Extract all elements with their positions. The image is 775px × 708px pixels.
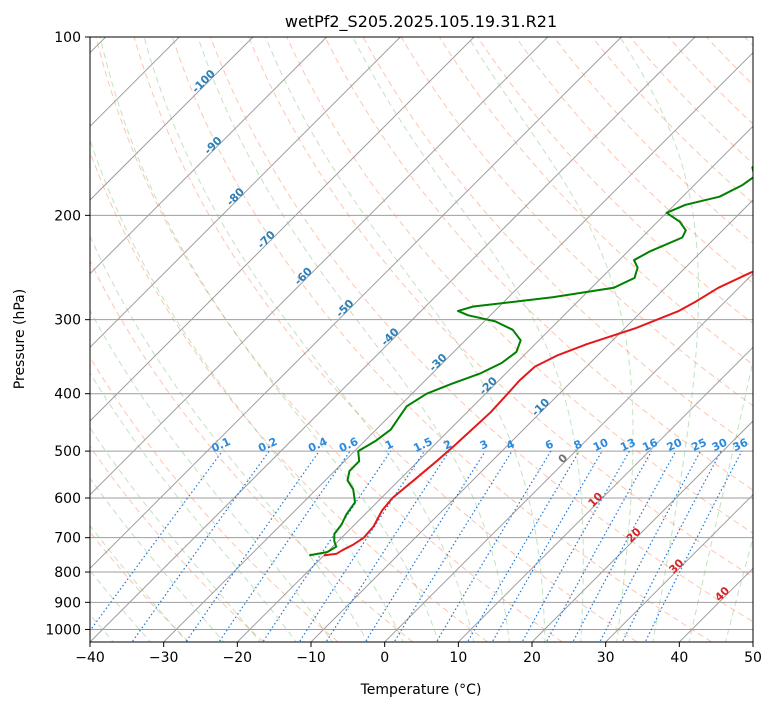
x-axis-label: Temperature (°C) [360, 682, 482, 698]
x-tick-label: 10 [449, 650, 467, 666]
isotherm-line [310, 199, 753, 642]
mixing-ratio-line [572, 450, 677, 642]
isotherm-line [90, 37, 696, 642]
isotherm-line [90, 37, 549, 496]
dry-adiabat-line [90, 445, 264, 642]
dry-adiabat-line [515, 37, 753, 284]
dry-adiabat-line [629, 37, 753, 165]
x-tick-label: −40 [75, 650, 105, 666]
x-tick-label: 0 [380, 650, 389, 666]
dry-adiabat-line [248, 37, 753, 578]
mixing-ratio-line [644, 450, 743, 642]
mixing-ratio-line [491, 450, 603, 642]
x-tick-label: 40 [670, 650, 688, 666]
mixing-ratio-line [466, 450, 580, 642]
x-tick-label: 50 [744, 650, 762, 666]
isotherm-line [457, 346, 753, 642]
mixing-ratio-line [599, 450, 702, 642]
isotherm-line [605, 493, 753, 642]
dry-adiabat-line [477, 37, 753, 325]
isotherm-line [90, 37, 622, 570]
moist-adiabat-line [90, 235, 369, 642]
mixing-ratio-line [364, 450, 486, 642]
y-tick-label: 100 [54, 30, 81, 46]
dry-adiabat-line [324, 37, 753, 491]
x-tick-label: −20 [223, 650, 253, 666]
mixing-ratio-line [131, 450, 270, 642]
isotherm-line [384, 272, 753, 642]
mixing-ratio-line [298, 450, 425, 642]
dry-adiabat-line [210, 37, 753, 623]
x-tick-label: 20 [523, 650, 541, 666]
y-tick-label: 900 [54, 595, 81, 611]
dewpoint-profile-line [309, 165, 753, 557]
mixing-ratio-label: 30 [710, 436, 730, 454]
isotherm-line [90, 37, 401, 349]
mixing-ratio-label: 36 [731, 436, 751, 454]
mixing-ratio-label: 10 [591, 436, 611, 454]
dry-adiabat-line [171, 37, 712, 642]
chart-title: wetPf2_S205.2025.105.19.31.R21 [285, 12, 557, 32]
x-tick-label: −30 [149, 650, 179, 666]
mixing-ratio-line [90, 450, 223, 632]
mixing-ratio-line [218, 450, 351, 642]
plot-frame [89, 36, 754, 643]
mixing-ratio-line [325, 450, 450, 642]
dry-adiabat-line [133, 37, 638, 642]
isotherm-line [163, 51, 753, 642]
x-tick-label: 30 [597, 650, 615, 666]
isotherm-line [90, 37, 254, 201]
mixing-ratio-label: 16 [640, 436, 660, 454]
y-tick-label: 300 [54, 313, 81, 329]
y-tick-label: 200 [54, 208, 81, 224]
y-tick-label: 800 [54, 565, 81, 581]
isotherm-line [90, 37, 328, 275]
mixing-ratio-label: 20 [665, 436, 685, 454]
temperature-profile-line [323, 270, 753, 557]
mixing-ratio-line [393, 450, 513, 642]
y-tick-label: 500 [54, 444, 81, 460]
dry-adiabat-line [95, 37, 563, 642]
y-tick-label: 700 [54, 531, 81, 547]
isotherm-line [236, 125, 753, 642]
y-axis-label: Pressure (hPa) [12, 289, 28, 389]
mixing-ratio-line [185, 450, 320, 642]
dry-adiabat-line [90, 259, 414, 642]
dry-adiabat-line [591, 37, 753, 204]
mixing-ratio-line [435, 450, 552, 642]
x-tick-label: −10 [296, 650, 326, 666]
mixing-ratio-label: 13 [618, 436, 637, 454]
y-tick-label: 400 [54, 387, 81, 403]
dry-adiabat-line [400, 37, 753, 407]
y-tick-label: 1000 [45, 622, 81, 638]
isotherm-line [90, 37, 475, 422]
isotherm-line [531, 420, 753, 642]
y-tick-label: 600 [54, 491, 81, 507]
mixing-ratio-line [545, 450, 653, 642]
mixing-ratio-label: 25 [689, 436, 708, 454]
